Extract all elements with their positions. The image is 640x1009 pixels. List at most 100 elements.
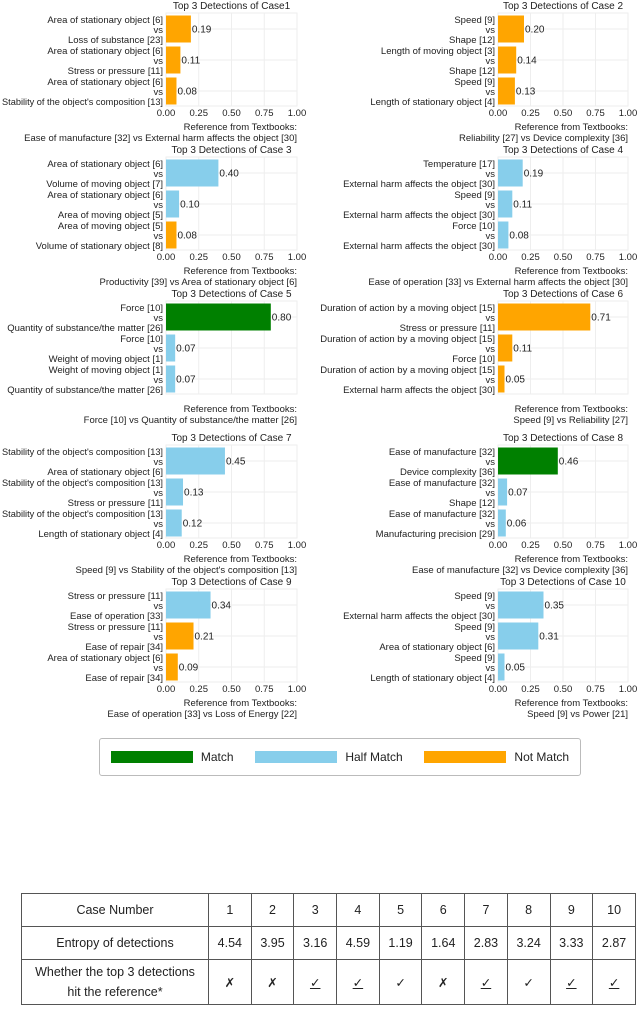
bar-label: vs xyxy=(154,632,164,643)
x-tick-label: 0.00 xyxy=(489,252,508,263)
table-cell: ✗ xyxy=(421,959,466,1005)
table-cell: 5 xyxy=(378,893,423,927)
table-cell: 1 xyxy=(208,893,252,927)
reference-title: Reference from Textbooks: xyxy=(184,698,297,709)
table-cell: 1.19 xyxy=(378,926,423,960)
data-label: 0.09 xyxy=(179,663,199,674)
x-tick-label: 0.50 xyxy=(222,108,241,119)
bar-label: vs xyxy=(486,231,496,242)
bar-label: vs xyxy=(486,663,496,674)
bar-label: Force [10] xyxy=(120,303,163,314)
bar xyxy=(166,46,181,74)
bar-label: Stress or pressure [11] xyxy=(68,622,163,633)
bar-label: Temperature [17] xyxy=(423,159,495,170)
bar-label: Shape [12] xyxy=(449,498,495,509)
x-tick-label: 0.50 xyxy=(554,252,573,263)
bar-label: Stability of the object's composition [1… xyxy=(2,447,163,458)
data-label: 0.07 xyxy=(176,344,196,355)
reference-title: Reference from Textbooks: xyxy=(515,698,628,709)
table-row-hit: Whether the top 3 detections hit the refe… xyxy=(21,959,636,1005)
reference-text: Ease of operation [33] vs External harm … xyxy=(368,277,628,288)
bar-label: Quantity of substance/the matter [26] xyxy=(7,323,163,334)
x-tick-label: 1.00 xyxy=(288,252,307,263)
table-cell: ✓ xyxy=(506,959,551,1005)
x-tick-label: 0.25 xyxy=(521,540,540,551)
data-label: 0.34 xyxy=(212,601,232,612)
bar xyxy=(166,478,184,506)
bar-label: Area of stationary object [6] xyxy=(47,653,163,664)
reference-text: Ease of manufacture [32] vs External har… xyxy=(24,133,297,144)
bar-label: vs xyxy=(154,344,164,355)
bar-label: Area of stationary object [6] xyxy=(47,190,163,201)
x-tick-label: 1.00 xyxy=(619,684,638,695)
data-label: 0.11 xyxy=(513,344,532,355)
bar-label: Ease of operation [33] xyxy=(70,611,163,622)
bar-label: vs xyxy=(486,519,496,530)
bar-label: Duration of action by a moving object [1… xyxy=(320,334,495,345)
bar-label: Stress or pressure [11] xyxy=(400,323,495,334)
data-label: 0.11 xyxy=(181,56,200,67)
table-cell: 6 xyxy=(421,893,466,927)
bar-label: vs xyxy=(486,169,496,180)
x-tick-label: 1.00 xyxy=(619,108,638,119)
bar-label: Stability of the object's composition [1… xyxy=(2,509,163,520)
x-tick-label: 0.00 xyxy=(489,684,508,695)
reference-text: Speed [9] vs Stability of the object's c… xyxy=(76,565,298,576)
data-label: 0.19 xyxy=(524,169,544,180)
bar-label: Stress or pressure [11] xyxy=(68,66,163,77)
bar-label: Stress or pressure [11] xyxy=(68,498,163,509)
bar-label: Stability of the object's composition [1… xyxy=(2,478,163,489)
bar xyxy=(166,509,182,537)
bar-label: vs xyxy=(486,313,496,324)
x-tick-label: 0.50 xyxy=(222,540,241,551)
x-tick-label: 1.00 xyxy=(288,540,307,551)
data-label: 0.31 xyxy=(539,632,559,643)
reference-text: Reliability [27] vs Device complexity [3… xyxy=(459,133,628,144)
bar-label: Volume of stationary object [8] xyxy=(36,241,163,252)
chart-title: Top 3 Detections of Case 8 xyxy=(503,433,624,444)
bar xyxy=(166,190,180,218)
reference-title: Reference from Textbooks: xyxy=(184,266,297,277)
bar-label: Volume of moving object [7] xyxy=(46,179,163,190)
legend-swatch-not-match xyxy=(424,751,507,763)
bar-label: vs xyxy=(154,663,164,674)
bar-label: Speed [9] xyxy=(454,15,495,26)
bar-label: Area of moving object [5] xyxy=(58,221,163,232)
x-tick-label: 0.25 xyxy=(190,108,209,119)
bar-label: vs xyxy=(154,488,164,499)
bar-label: vs xyxy=(154,25,164,36)
bar-label: Ease of repair [34] xyxy=(85,642,163,653)
chart-title: Top 3 Detections of Case 9 xyxy=(171,577,292,588)
reference-text: Speed [9] vs Power [21] xyxy=(527,709,628,720)
x-tick-label: 0.75 xyxy=(255,252,274,263)
bar-label: Weight of moving object [1] xyxy=(49,365,163,376)
bar-label: vs xyxy=(154,313,164,324)
bar-label: Ease of manufacture [32] xyxy=(389,509,495,520)
bar-label: Length of moving object [3] xyxy=(381,46,495,57)
bar xyxy=(498,46,517,74)
bar-label: vs xyxy=(486,488,496,499)
bar-label: Manufacturing precision [29] xyxy=(376,529,495,540)
x-tick-label: 0.50 xyxy=(554,108,573,119)
table-cell: 2.83 xyxy=(464,926,508,960)
chart-title: Top 3 Detections of Case 3 xyxy=(171,145,292,156)
row-header: Whether the top 3 detections hit the refe… xyxy=(21,959,209,1005)
table-cell: ✓ xyxy=(378,959,423,1005)
bar xyxy=(498,622,539,650)
bar-label: Speed [9] xyxy=(454,622,495,633)
table-cell: ✗ xyxy=(250,959,295,1005)
bar-label: Length of stationary object [4] xyxy=(370,673,495,684)
chart-title: Top 3 Detections of Case 6 xyxy=(503,289,624,300)
bar-label: vs xyxy=(486,344,496,355)
table-cell: ✓ xyxy=(293,959,338,1005)
bar-label: Force [10] xyxy=(452,354,495,365)
data-label: 0.12 xyxy=(183,519,203,530)
reference-text: Ease of operation [33] vs Loss of Energy… xyxy=(107,709,297,720)
row-header: Entropy of detections xyxy=(21,926,209,960)
x-tick-label: 0.25 xyxy=(521,252,540,263)
bar-label: Ease of manufacture [32] xyxy=(389,447,495,458)
table-cell: 2.87 xyxy=(592,926,636,960)
table-cell: ✓ xyxy=(549,959,594,1005)
bar-label: Duration of action by a moving object [1… xyxy=(320,365,495,376)
x-tick-label: 0.00 xyxy=(157,108,176,119)
